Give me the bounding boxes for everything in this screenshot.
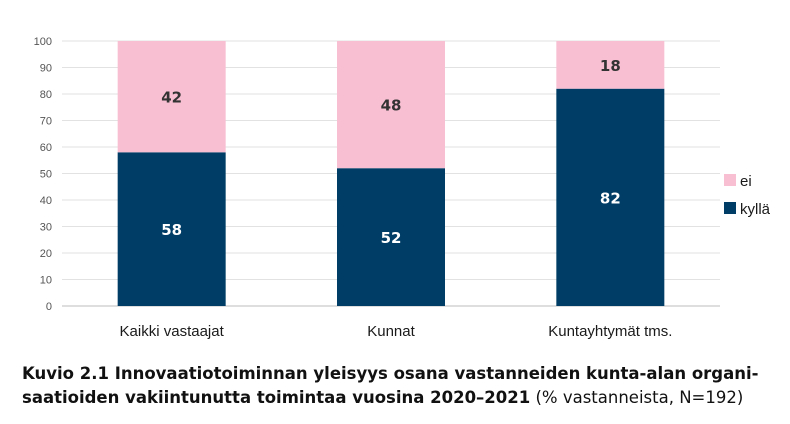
caption-title-line2: saatioiden vakiintunutta toimintaa vuosi…	[22, 388, 531, 407]
bar-ei-1	[337, 41, 445, 169]
legend-swatch-ei	[724, 174, 736, 186]
bar-ei-2	[556, 41, 665, 89]
data-label-kyllä-2: 82	[600, 189, 621, 207]
y-tick-label: 10	[40, 275, 52, 287]
legend-swatch-kyllä	[724, 202, 736, 214]
data-label-ei-1: 48	[381, 97, 402, 115]
y-tick-label: 30	[40, 222, 52, 234]
bar-kyllä-2	[556, 88, 665, 306]
x-category-label: Kunnat	[367, 323, 415, 340]
bar-ei-0	[117, 41, 226, 153]
y-tick-label: 0	[46, 301, 52, 313]
stacked-bar-chart: 0 10 20 30 40 50 60 70 80 90 100 58 42 52 48 82 18 Kaik…	[34, 36, 771, 340]
data-label-ei-0: 42	[161, 89, 182, 107]
x-category-label: Kuntayhtymät tms.	[548, 323, 672, 340]
bar-kyllä-1	[337, 168, 445, 306]
y-tick-label: 80	[40, 89, 52, 101]
legend-label-kyllä: kyllä	[740, 201, 771, 218]
y-tick-label: 100	[34, 36, 52, 48]
y-tick-label: 40	[40, 195, 52, 207]
x-axis: Kaikki vastaajat Kunnat Kuntayhtymät tms.	[120, 323, 673, 340]
caption-note: (% vastanneista, N=192)	[530, 388, 744, 407]
y-axis: 0 10 20 30 40 50 60 70 80 90 100	[34, 36, 52, 313]
y-tick-label: 90	[40, 63, 52, 75]
data-label-ei-2: 18	[600, 57, 621, 75]
y-tick-label: 70	[40, 116, 52, 128]
x-category-label: Kaikki vastaajat	[120, 323, 225, 340]
caption-title-line1: Kuvio 2.1 Innovaatiotoiminnan yleisyys o…	[22, 364, 759, 383]
y-tick-label: 50	[40, 169, 52, 181]
data-label-kyllä-1: 52	[381, 229, 402, 247]
bars: 58 42 52 48 82 18	[117, 41, 665, 306]
y-tick-label: 60	[40, 142, 52, 154]
y-tick-label: 20	[40, 248, 52, 260]
data-label-kyllä-0: 58	[161, 221, 182, 239]
bar-kyllä-0	[117, 152, 226, 306]
legend-label-ei: ei	[740, 173, 752, 190]
figure-caption: Kuvio 2.1 Innovaatiotoiminnan yleisyys o…	[22, 362, 782, 410]
legend: ei kyllä	[724, 173, 771, 218]
